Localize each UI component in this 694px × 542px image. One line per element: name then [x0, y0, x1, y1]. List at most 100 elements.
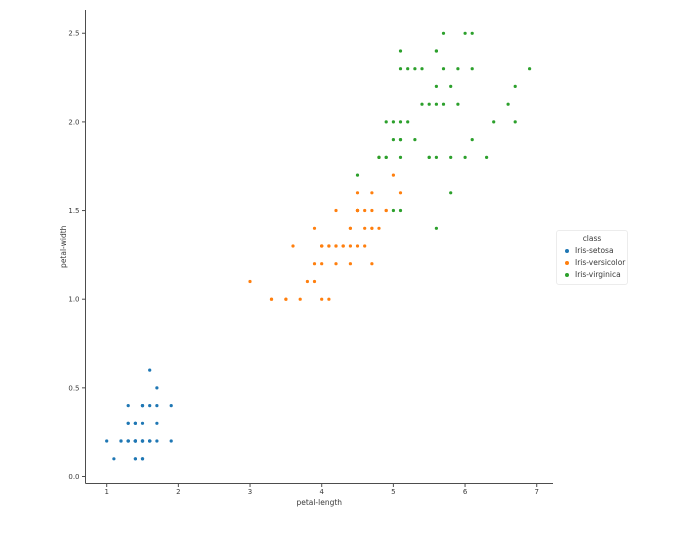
- data-point-iris-virginica: [449, 84, 453, 88]
- legend-item-iris-versicolor: Iris-versicolor: [562, 257, 626, 269]
- data-point-iris-versicolor: [320, 244, 324, 248]
- data-point-iris-virginica: [398, 155, 403, 159]
- data-point-iris-setosa: [119, 439, 123, 443]
- data-point-iris-virginica: [434, 226, 438, 230]
- data-point-iris-versicolor: [370, 191, 374, 195]
- data-point-iris-setosa: [155, 421, 159, 425]
- y-tick-label: 0.0: [68, 473, 79, 481]
- data-point-iris-setosa: [148, 368, 152, 372]
- legend-marker-versicolor-icon: [565, 261, 569, 265]
- legend-label-versicolor: Iris-versicolor: [575, 258, 626, 267]
- data-point-iris-versicolor: [334, 208, 338, 213]
- x-tick-label: 6: [463, 488, 468, 496]
- data-point-iris-virginica: [434, 84, 438, 88]
- data-point-iris-versicolor: [298, 297, 302, 301]
- data-point-iris-versicolor: [327, 297, 331, 301]
- x-axis-label: petal-length: [296, 498, 342, 507]
- data-point-iris-versicolor: [391, 173, 395, 177]
- y-tick-label: 2.0: [68, 118, 79, 126]
- data-point-iris-virginica: [513, 120, 517, 124]
- data-point-iris-versicolor: [320, 262, 324, 266]
- data-point-iris-virginica: [463, 31, 467, 35]
- legend-title: class: [582, 234, 602, 243]
- y-tick-label: 2.5: [68, 30, 79, 38]
- data-point-iris-virginica: [485, 155, 489, 159]
- data-point-iris-virginica: [470, 31, 474, 35]
- data-point-iris-virginica: [441, 31, 446, 35]
- data-point-iris-virginica: [449, 191, 453, 195]
- data-point-iris-virginica: [434, 49, 438, 53]
- x-tick-label: 2: [176, 488, 180, 496]
- data-point-iris-versicolor: [377, 226, 381, 230]
- data-point-iris-virginica: [398, 120, 403, 124]
- x-tick-label: 3: [248, 488, 252, 496]
- legend-item-iris-virginica: Iris-virginica: [562, 269, 622, 281]
- data-point-iris-versicolor: [370, 226, 374, 230]
- data-point-iris-setosa: [126, 404, 130, 408]
- data-point-iris-virginica: [398, 49, 403, 53]
- data-point-iris-versicolor: [312, 262, 317, 266]
- data-point-iris-virginica: [427, 102, 431, 106]
- data-point-iris-virginica: [377, 155, 381, 159]
- data-point-iris-virginica: [391, 138, 395, 142]
- legend-marker-setosa-icon: [565, 249, 569, 253]
- data-point-iris-versicolor: [334, 262, 338, 266]
- data-point-iris-virginica: [413, 67, 417, 71]
- data-point-iris-setosa: [126, 421, 130, 425]
- data-point-iris-versicolor: [384, 208, 388, 213]
- data-point-iris-versicolor: [355, 244, 360, 248]
- data-point-iris-setosa: [155, 404, 159, 408]
- data-point-iris-versicolor: [334, 244, 338, 248]
- data-point-iris-setosa: [148, 404, 152, 408]
- data-point-iris-virginica: [406, 67, 410, 71]
- data-point-iris-virginica: [413, 138, 417, 142]
- data-point-iris-virginica: [470, 67, 474, 71]
- data-point-iris-setosa: [169, 439, 173, 443]
- legend: class Iris-setosa Iris-versicolor Iris-v…: [556, 230, 628, 285]
- data-point-iris-setosa: [140, 404, 145, 408]
- data-point-iris-virginica: [384, 120, 388, 124]
- data-point-iris-virginica: [384, 155, 388, 159]
- data-point-iris-versicolor: [284, 297, 288, 301]
- data-point-iris-virginica: [513, 84, 517, 88]
- data-point-iris-virginica: [449, 155, 453, 159]
- data-point-iris-versicolor: [363, 226, 367, 230]
- data-point-iris-setosa: [133, 421, 137, 425]
- data-point-iris-virginica: [441, 102, 446, 106]
- data-point-iris-setosa: [126, 439, 130, 443]
- data-point-iris-versicolor: [363, 208, 367, 213]
- data-point-iris-versicolor: [291, 244, 295, 248]
- data-point-iris-virginica: [420, 102, 424, 106]
- data-point-iris-setosa: [155, 439, 159, 443]
- legend-label-setosa: Iris-setosa: [575, 246, 614, 255]
- legend-marker-virginica-icon: [565, 273, 569, 277]
- data-point-iris-setosa: [140, 439, 145, 443]
- y-tick-label: 0.5: [68, 384, 79, 392]
- data-point-iris-virginica: [391, 208, 395, 213]
- x-tick-label: 4: [319, 488, 324, 496]
- data-point-iris-versicolor: [398, 191, 403, 195]
- data-point-iris-virginica: [470, 138, 474, 142]
- data-point-iris-versicolor: [355, 208, 360, 213]
- data-point-iris-virginica: [398, 67, 403, 71]
- data-point-iris-versicolor: [305, 279, 309, 284]
- data-point-iris-versicolor: [355, 191, 360, 195]
- data-point-iris-virginica: [492, 120, 496, 124]
- data-point-iris-versicolor: [348, 244, 352, 248]
- data-point-iris-versicolor: [348, 226, 352, 230]
- data-point-iris-virginica: [463, 155, 467, 159]
- y-tick-label: 1.0: [68, 296, 79, 304]
- data-point-iris-versicolor: [341, 244, 345, 248]
- data-point-iris-virginica: [406, 120, 410, 124]
- data-point-iris-virginica: [398, 208, 403, 213]
- data-point-iris-versicolor: [269, 297, 274, 301]
- data-point-iris-versicolor: [320, 297, 324, 301]
- data-point-iris-versicolor: [348, 262, 352, 266]
- data-point-iris-setosa: [105, 439, 109, 443]
- data-point-iris-versicolor: [370, 262, 374, 266]
- data-point-iris-versicolor: [370, 208, 374, 213]
- x-tick-label: 7: [534, 488, 538, 496]
- data-point-iris-virginica: [427, 155, 431, 159]
